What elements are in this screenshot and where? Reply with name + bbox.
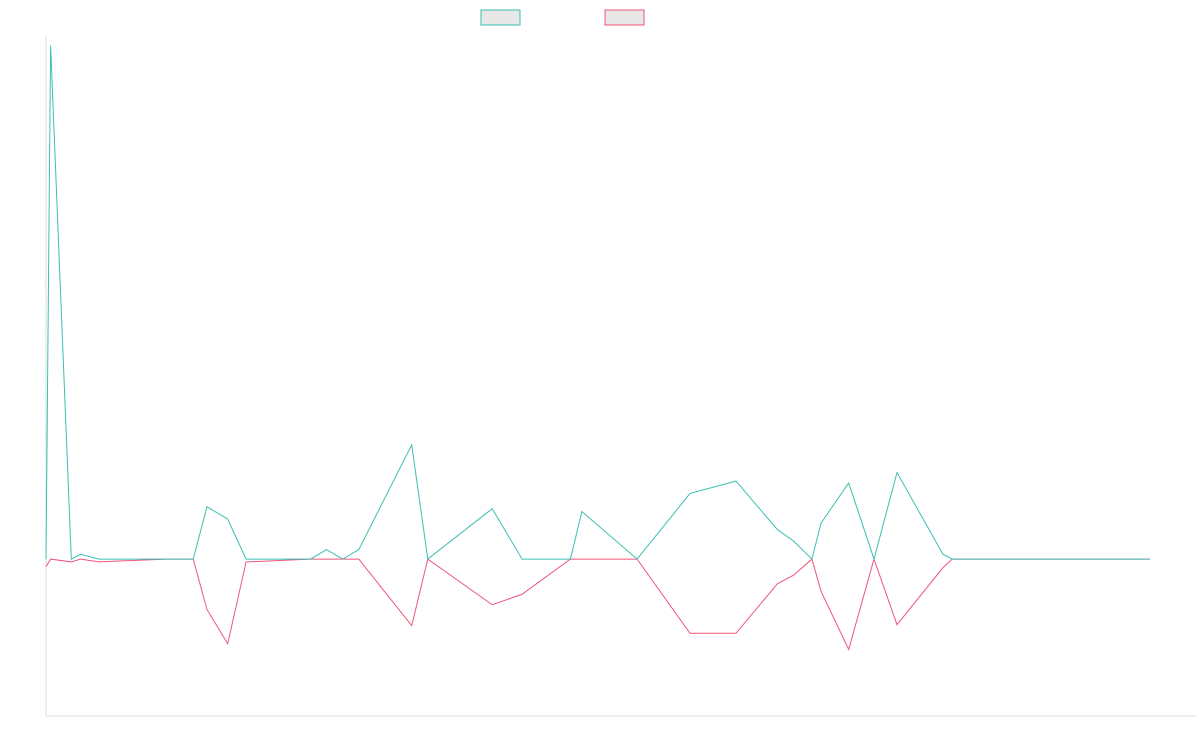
data-point-series-2: [410, 624, 414, 628]
data-point-series-2: [950, 557, 954, 561]
data-point-series-1: [325, 548, 329, 552]
data-point-series-2: [97, 560, 101, 564]
data-point-series-1: [941, 552, 945, 556]
data-point-series-2: [44, 565, 48, 569]
data-point-series-2: [69, 560, 73, 564]
data-point-series-2: [580, 557, 584, 561]
data-point-series-2: [1120, 557, 1124, 561]
data-point-series-1: [205, 505, 209, 509]
data-point-series-1: [357, 548, 361, 552]
data-point-series-1: [410, 443, 414, 447]
data-point-series-2: [325, 557, 329, 561]
data-point-series-2: [568, 557, 572, 561]
legend-swatch-series-2[interactable]: [604, 9, 645, 26]
data-point-series-2: [1148, 557, 1152, 561]
data-point-series-1: [734, 479, 738, 483]
data-point-series-2: [49, 557, 53, 561]
data-point-series-2: [1095, 557, 1099, 561]
data-point-series-2: [309, 557, 313, 561]
data-point-series-2: [635, 557, 639, 561]
data-point-series-2: [895, 623, 899, 627]
data-point-series-2: [426, 557, 430, 561]
data-point-series-2: [775, 582, 779, 586]
data-point-series-1: [226, 517, 230, 521]
data-point-series-1: [79, 552, 83, 556]
data-point-series-1: [44, 557, 48, 561]
data-point-series-1: [819, 521, 823, 525]
data-point-series-2: [847, 647, 851, 651]
data-point-series-1: [520, 557, 524, 561]
data-point-series-1: [847, 481, 851, 485]
data-point-series-2: [688, 631, 692, 635]
series-line-2: [45, 557, 1150, 651]
data-point-series-1: [49, 44, 53, 48]
data-point-series-2: [734, 631, 738, 635]
data-point-series-2: [226, 642, 230, 646]
data-point-series-2: [177, 557, 181, 561]
data-point-series-1: [580, 510, 584, 514]
data-point-series-1: [775, 528, 779, 532]
data-point-series-1: [490, 507, 494, 511]
data-point-series-2: [191, 557, 195, 561]
data-point-series-2: [490, 603, 494, 607]
data-point-series-1: [895, 471, 899, 475]
data-point-series-2: [79, 557, 83, 561]
data-point-series-2: [1107, 557, 1111, 561]
data-point-series-2: [341, 557, 345, 561]
data-point-series-2: [1033, 557, 1037, 561]
series-line-1: [45, 45, 1150, 561]
data-point-series-2: [244, 560, 248, 564]
data-point-series-2: [164, 557, 168, 561]
data-point-series-1: [688, 491, 692, 495]
data-point-series-2: [792, 573, 796, 577]
data-point-series-2: [357, 557, 361, 561]
data-point-series-2: [520, 592, 524, 596]
data-point-series-1: [792, 539, 796, 543]
data-point-series-2: [205, 607, 209, 611]
data-point-series-2: [810, 557, 814, 561]
legend-swatch-series-1[interactable]: [480, 9, 521, 26]
data-point-series-2: [1072, 557, 1076, 561]
data-point-series-2: [872, 557, 876, 561]
data-point-series-2: [992, 557, 996, 561]
legend: [480, 9, 645, 26]
series-layer: [44, 44, 1152, 651]
data-point-series-2: [941, 566, 945, 570]
data-point-series-2: [819, 589, 823, 593]
